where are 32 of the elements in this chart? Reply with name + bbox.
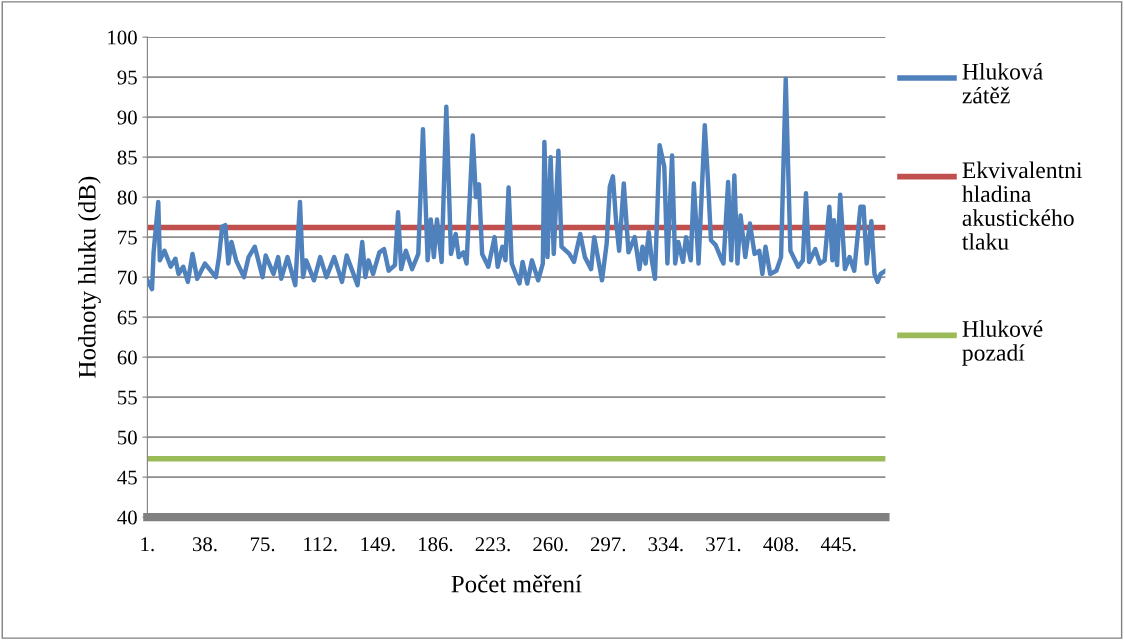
legend-label: Hluková zátěž [962,63,1043,104]
legend-label: Hlukové pozadí [962,320,1043,366]
y-tick-label: 70 [118,270,137,285]
x-tick-label: 75. [250,537,275,552]
y-tick-label: 85 [117,150,137,165]
y-tick-label: 55 [118,390,137,405]
y-tick-label: 80 [117,190,137,205]
x-tick-label: 38. [192,537,217,552]
line-series [147,76,886,292]
y-tick-label: 45 [117,470,137,485]
y-tick-label: 65 [117,310,137,325]
y-tick-label: 90 [117,110,137,125]
x-tick-label: 1. [141,537,154,552]
x-tick-label: 297. [590,537,626,552]
y-tick-label: 100 [108,30,137,45]
x-tick-label: 445. [820,537,856,552]
x-axis-title: Počet měření [451,574,582,593]
y-tick-label: 40 [117,510,137,525]
y-tick-label: 50 [118,430,137,445]
x-tick-label: 260. [533,537,568,552]
y-axis-title: Hodnoty hluku (dB) [78,176,101,378]
x-tick-label: 112. [304,537,337,552]
x-tick-label: 186. [419,537,453,552]
x-tick-label: 223. [475,537,510,552]
x-tick-label: 334. [648,537,683,552]
x-tick-label: 371. [706,537,741,552]
y-tick-label: 95 [117,70,137,85]
y-tick-label: 75 [118,230,137,245]
x-tick-label: 408. [763,537,798,552]
legend-label: Ekvivalentni hladina akustického tlaku [962,161,1083,250]
x-tick-label: 149. [361,537,395,552]
y-tick-label: 60 [117,350,137,365]
